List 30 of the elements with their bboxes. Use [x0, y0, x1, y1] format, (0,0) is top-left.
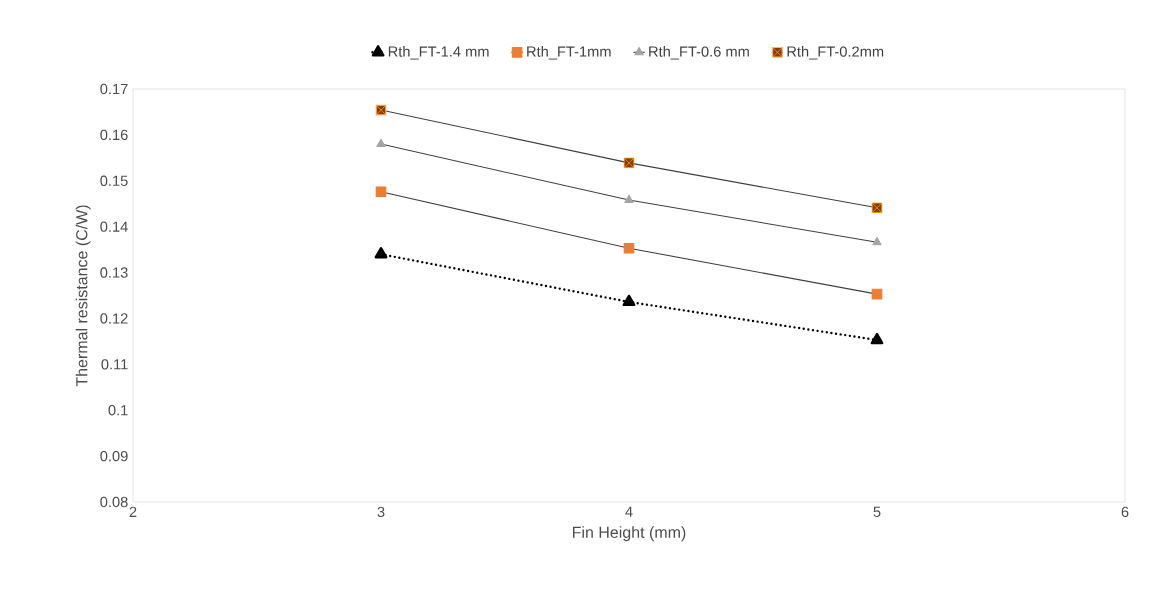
- point: [376, 138, 386, 147]
- x-tick-label: 3: [377, 506, 385, 518]
- y-tick-label: 0.12: [100, 313, 128, 324]
- y-tick-label: 0.13: [100, 267, 128, 278]
- y-tick-label: 0.1: [108, 405, 128, 416]
- x-axis-title: Fin Height (mm): [572, 526, 686, 542]
- x-tick-label: 2: [129, 506, 137, 517]
- point: [623, 242, 635, 254]
- y-axis-title: Thermal resistance (C/W): [75, 205, 91, 387]
- point: [871, 288, 883, 300]
- legend-label: Rth_FT-0.2mm: [787, 45, 884, 60]
- point: [374, 246, 388, 259]
- point: [622, 294, 636, 307]
- y-tick-label: 0.08: [100, 496, 128, 508]
- y-tick-label: 0.09: [100, 450, 128, 462]
- legend-label: Rth_FT-1.4 mm: [388, 45, 489, 60]
- x-tick-label: 4: [625, 506, 633, 517]
- y-tick-label: 0.11: [101, 359, 128, 370]
- y-tick-label: 0.14: [100, 221, 128, 232]
- point: [624, 194, 634, 203]
- point: [375, 186, 387, 198]
- x-tick-label: 5: [873, 506, 881, 517]
- y-tick-label: 0.15: [100, 175, 128, 186]
- point: [872, 236, 882, 246]
- y-tick-label: 0.16: [100, 129, 128, 141]
- legend-label: Rth_FT-0.6 mm: [649, 45, 749, 60]
- x-tick-label: 6: [1121, 506, 1129, 518]
- point: [870, 332, 884, 345]
- y-tick-label: 0.17: [100, 83, 128, 95]
- legend-label: Rth_FT-1mm: [527, 45, 611, 60]
